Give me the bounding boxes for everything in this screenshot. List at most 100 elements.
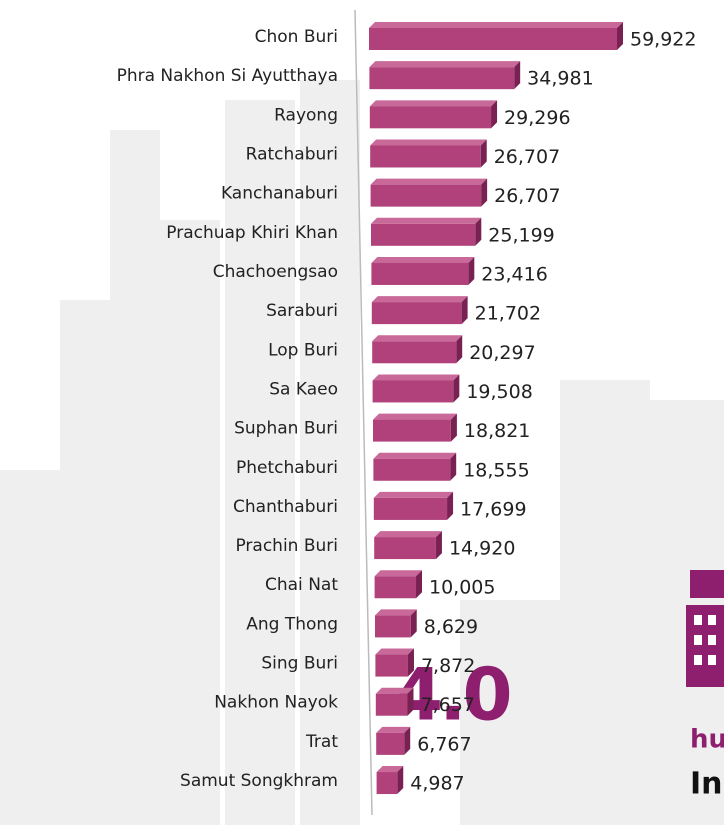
bar-side: [453, 374, 460, 403]
bar: [376, 726, 411, 755]
bar: [369, 61, 521, 90]
bar: [374, 570, 423, 599]
bar-front: [376, 772, 398, 795]
bar-top: [372, 374, 460, 381]
bar-top: [373, 452, 457, 459]
value-label: 6,767: [417, 733, 471, 755]
bar-top: [374, 570, 423, 577]
bar-side: [416, 570, 423, 599]
bar-side: [461, 296, 468, 325]
bar-front: [375, 693, 408, 716]
bar-side: [514, 61, 521, 90]
building-icon: [686, 570, 724, 687]
value-label: 4,987: [410, 773, 464, 795]
value-label: 26,707: [494, 185, 560, 207]
decor-text: In: [690, 767, 723, 802]
bar-front: [369, 67, 515, 90]
category-label: Nakhon Nayok: [214, 693, 338, 713]
bar-side: [475, 217, 482, 246]
category-label: Saraburi: [266, 301, 338, 321]
category-label: Chon Buri: [255, 27, 338, 47]
category-label: Trat: [305, 732, 338, 752]
value-label: 34,981: [527, 68, 593, 90]
bar: [374, 531, 442, 560]
value-label: 7,872: [421, 655, 475, 677]
bar-front: [373, 458, 451, 481]
bar-front: [372, 341, 457, 364]
category-label: Prachuap Khiri Khan: [166, 223, 338, 243]
category-label: Chai Nat: [265, 575, 338, 595]
bar: [373, 452, 457, 481]
bar-top: [369, 100, 498, 107]
bar-front: [373, 419, 451, 442]
bar-top: [373, 413, 457, 420]
bar: [376, 766, 404, 795]
bar: [370, 139, 487, 168]
bar-top: [374, 531, 442, 538]
bar-side: [480, 139, 487, 168]
bar-top: [373, 491, 454, 498]
bar: [375, 687, 414, 716]
bar-side: [404, 726, 411, 755]
bar: [371, 217, 482, 246]
bar-side: [468, 256, 475, 285]
bar-front: [370, 184, 482, 207]
category-label: Rayong: [274, 105, 338, 125]
bar: [369, 22, 623, 50]
bar-top: [371, 217, 482, 224]
bar-top: [375, 687, 414, 694]
bar-front: [369, 28, 617, 50]
bar: [373, 491, 454, 520]
bar-front: [372, 380, 454, 403]
value-label: 26,707: [494, 146, 560, 168]
value-label: 18,555: [463, 459, 529, 481]
bar-side: [447, 491, 454, 520]
city-background: [0, 80, 724, 825]
bar-side: [491, 100, 498, 129]
category-label: Phetchaburi: [236, 458, 338, 478]
bar-side: [435, 531, 442, 560]
bar-side: [481, 178, 488, 207]
bar-top: [376, 766, 404, 773]
bar-top: [375, 648, 414, 655]
bar-front: [375, 654, 408, 677]
value-label: 25,199: [488, 224, 554, 246]
bar: [372, 374, 460, 403]
bar-top: [369, 22, 623, 28]
bar-top: [369, 61, 521, 68]
bar: [375, 648, 414, 677]
value-label: 29,296: [504, 107, 570, 129]
bar-front: [374, 576, 417, 599]
bar: [369, 100, 498, 129]
bar-front: [370, 145, 481, 168]
bar-front: [375, 615, 411, 638]
category-label: Kanchanaburi: [221, 184, 338, 204]
category-label: Prachin Buri: [235, 536, 338, 556]
value-label: 23,416: [481, 263, 547, 285]
value-label: 20,297: [469, 342, 535, 364]
bar-side: [407, 648, 414, 677]
bar-front: [369, 106, 492, 129]
bar: [371, 296, 468, 325]
value-label: 17,699: [460, 498, 526, 520]
bar-front: [376, 732, 405, 755]
bar: [370, 178, 488, 207]
category-label: Phra Nakhon Si Ayutthaya: [117, 66, 338, 86]
category-label: Ang Thong: [246, 614, 338, 634]
bar-top: [370, 178, 488, 185]
bar-top: [371, 296, 468, 303]
bar-front: [371, 302, 462, 325]
value-label: 7,657: [420, 694, 474, 716]
category-label: Sa Kaeo: [269, 379, 338, 399]
decor-text: hu: [690, 725, 724, 755]
value-label: 14,920: [449, 538, 515, 560]
bar-top: [372, 335, 463, 342]
bar-top: [371, 256, 475, 263]
axis-line: [354, 9, 373, 816]
bar-side: [410, 609, 417, 638]
building-windows: [694, 615, 716, 665]
category-label: Samut Songkhram: [180, 771, 338, 791]
bar-side: [617, 22, 623, 50]
